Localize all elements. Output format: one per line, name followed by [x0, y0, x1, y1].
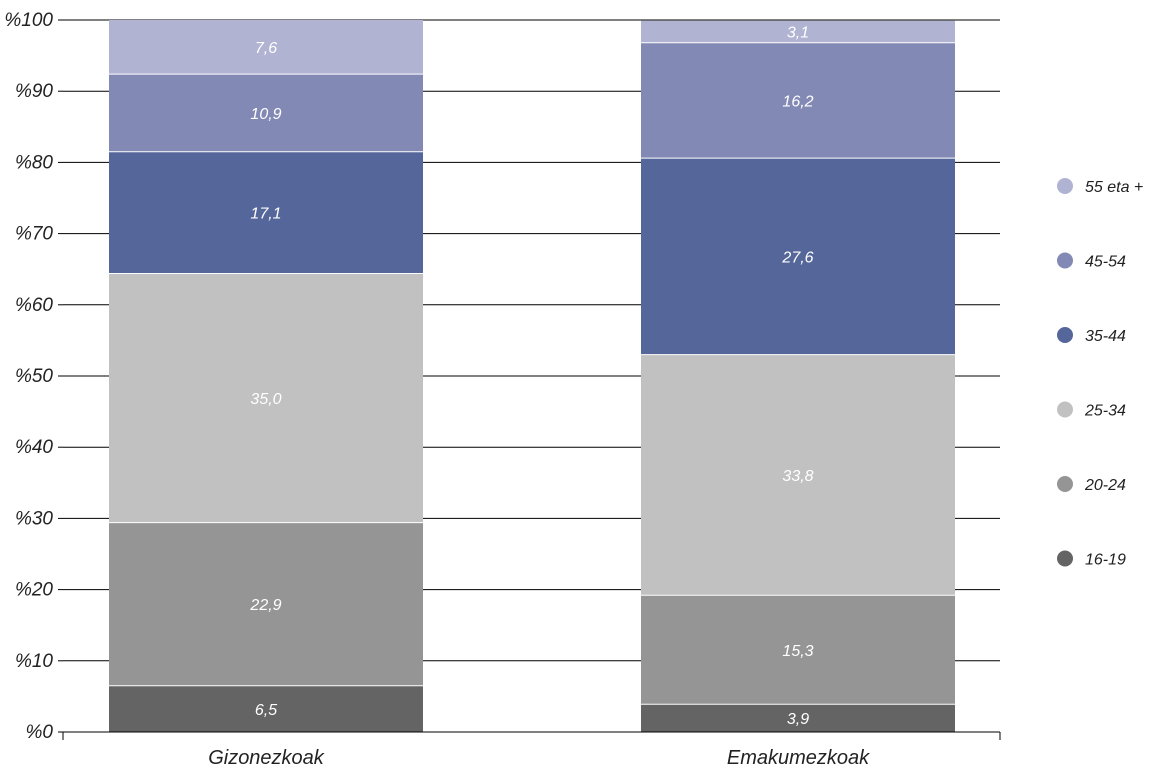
legend-swatch [1057, 401, 1073, 418]
y-tick-label: %90 [15, 81, 53, 102]
data-label: 7,6 [255, 40, 277, 57]
bar-segment [109, 74, 423, 152]
legend: 55 eta + 45-54 35-44 25-34 20-24 16-19 [1057, 178, 1143, 569]
x-category-label: Gizonezkoak [208, 747, 325, 769]
data-label: 33,8 [782, 468, 813, 485]
legend-label: 20-24 [1084, 477, 1126, 494]
y-tick-label: %100 [4, 10, 53, 31]
data-label: 3,9 [787, 711, 809, 728]
bar-segment [109, 522, 423, 686]
bar-segment [641, 42, 955, 159]
bar-segment [109, 20, 423, 75]
data-label: 27,6 [781, 249, 813, 266]
bars [109, 20, 955, 732]
bar-segment [109, 685, 423, 732]
bar-segment [109, 273, 423, 523]
data-label: 3,1 [787, 25, 809, 42]
bar-segment [641, 704, 955, 732]
data-label: 35,0 [250, 391, 281, 408]
data-label: 16,2 [782, 93, 813, 110]
y-tick-label: %0 [26, 722, 54, 743]
bar-segment [641, 158, 955, 355]
data-label: 6,5 [255, 702, 277, 719]
y-tick-label: %40 [15, 437, 53, 458]
bar-segment [641, 20, 955, 43]
legend-label: 35-44 [1085, 328, 1126, 345]
y-tick-label: %70 [15, 224, 53, 245]
legend-label: 25-34 [1084, 403, 1126, 420]
y-tick-label: %30 [15, 508, 53, 529]
x-category-label: Emakumezkoak [727, 747, 870, 769]
y-tick-label: %50 [15, 366, 53, 387]
legend-swatch [1057, 252, 1073, 269]
data-label: 15,3 [782, 643, 813, 660]
axes: %0 %10 %20 %30 %40 %50 %60 %70 %80 %90 %100 Gizonez… [4, 10, 1001, 769]
legend-label: 45-54 [1085, 254, 1126, 271]
legend-label: 55 eta + [1085, 179, 1143, 196]
bar-segment [641, 595, 955, 705]
legend-swatch [1057, 550, 1073, 567]
legend-swatch [1057, 327, 1073, 343]
bar-segment [641, 354, 955, 596]
y-tick-label: %10 [15, 651, 53, 672]
data-label: 22,9 [249, 597, 281, 614]
legend-swatch [1057, 476, 1073, 492]
legend-label: 16-19 [1085, 552, 1126, 569]
y-tick-label: %20 [15, 580, 53, 601]
y-tick-label: %60 [15, 295, 53, 316]
data-label: 17,1 [250, 206, 281, 223]
data-labels: 6,5 22,9 35,0 17,1 10,9 7,6 3,9 15,3 33,8 27,6 16,… [249, 25, 813, 728]
legend-swatch [1057, 178, 1073, 194]
data-label: 10,9 [250, 106, 281, 123]
bar-segment [109, 151, 423, 274]
y-tick-label: %80 [15, 152, 53, 173]
